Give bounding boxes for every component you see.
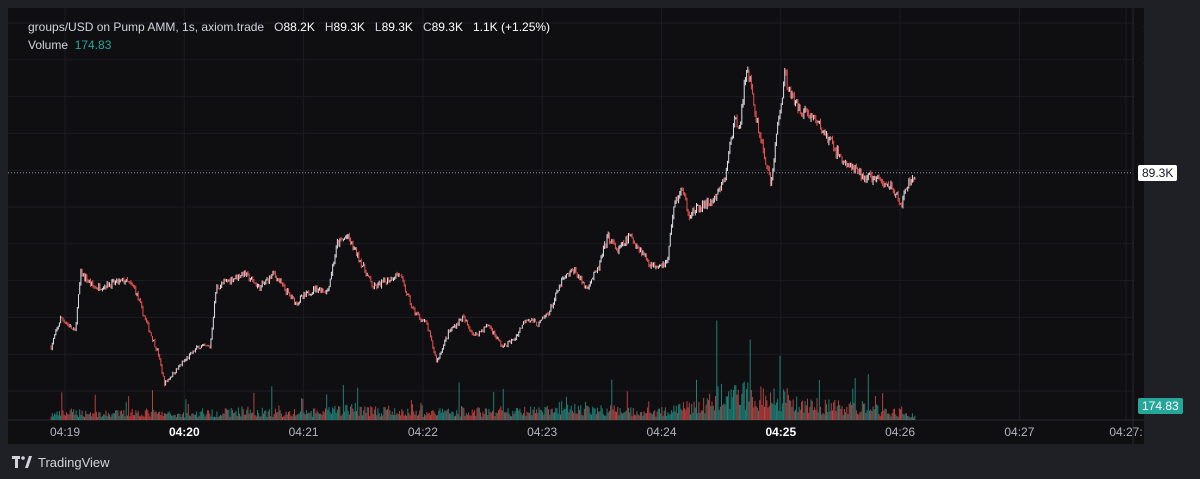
last-volume-tag: 174.83 [1138, 398, 1183, 414]
last-price-tag: 89.3K [1138, 165, 1178, 181]
branding-label: TradingView [38, 454, 110, 470]
y-tick-label: 120K [1143, 53, 1144, 67]
tradingview-logo-icon [12, 456, 32, 468]
x-tick-label: 04:24 [646, 425, 676, 439]
legend-volume: Volume 174.83 [28, 38, 111, 52]
x-tick-label: 04:21 [289, 425, 319, 439]
legend-close-label: C [422, 20, 432, 34]
x-tick-label: 04:20 [169, 425, 200, 439]
x-tick-label: 04:19 [50, 425, 80, 439]
legend-symbol: groups/USD on Pump AMM, 1s, axiom.trade [28, 20, 265, 34]
y-tick-label: 100K [1143, 126, 1144, 140]
chart-pane[interactable]: 130K120K110K100K90K80K70K60K50K40K30K04:… [8, 8, 1183, 444]
chart-canvas[interactable]: 130K120K110K100K90K80K70K60K50K40K30K04:… [8, 8, 1144, 444]
legend-high: 89.3K [333, 20, 365, 34]
branding[interactable]: TradingView [12, 452, 110, 472]
legend-close: 89.3K [431, 20, 463, 34]
legend-open: 88.2K [283, 20, 315, 34]
x-tick-label: 04:27 [1004, 425, 1034, 439]
legend-open-label: O [274, 20, 284, 34]
x-tick-label: 04:26 [885, 425, 915, 439]
legend-volume-value: 174.83 [74, 38, 112, 52]
legend-change: 1.1K (+1.25%) [473, 20, 551, 34]
y-tick-label: 130K [1143, 16, 1144, 30]
legend-low: 89.3K [381, 20, 413, 34]
x-tick-label: 04:22 [408, 425, 438, 439]
x-tick-label: 04:25 [765, 425, 796, 439]
legend-high-label: H [324, 20, 334, 34]
x-tick-label: 04:23 [527, 425, 557, 439]
legend-low-label: L [374, 20, 382, 34]
legend-ohlc: groups/USD on Pump AMM, 1s, axiom.trade … [28, 20, 550, 34]
x-tick-label: 04:27: [1109, 425, 1142, 439]
legend-volume-label: Volume [28, 38, 69, 52]
